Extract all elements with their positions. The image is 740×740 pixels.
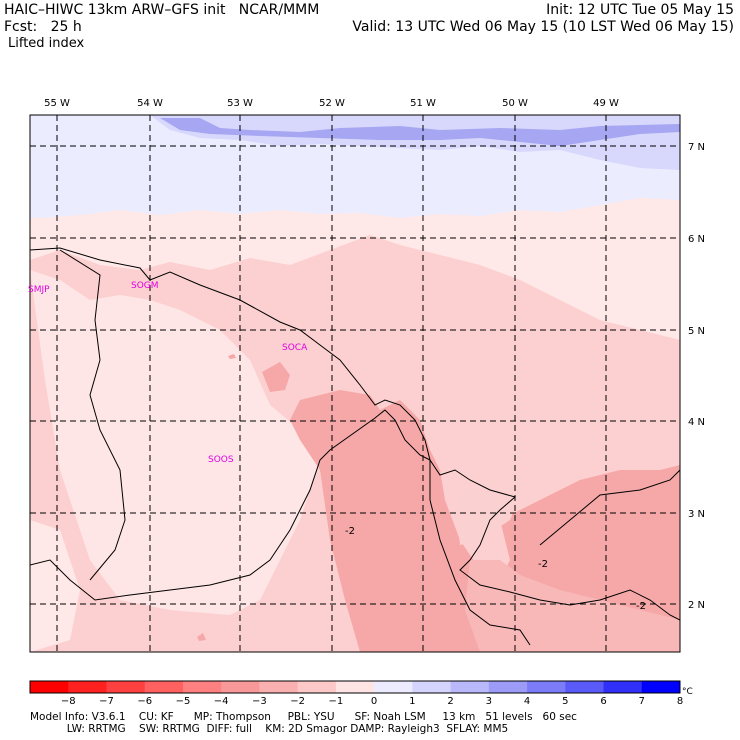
init-time: Init: 12 UTC Tue 05 May 15	[546, 2, 734, 18]
station-label-sogm: SOGM	[131, 281, 159, 291]
colorbar-unit: °C	[682, 687, 693, 697]
station-label-smjp: SMJP	[28, 285, 50, 295]
station-label-soca: SOCA	[282, 343, 308, 353]
colorbar-swatch	[68, 681, 107, 693]
model-title: HAIC–HIWC 13km ARW–GFS init NCAR/MMM	[4, 2, 320, 18]
contour-label: -2	[345, 526, 355, 537]
colorbar-swatch	[641, 681, 681, 693]
colorbar-swatch	[374, 681, 413, 693]
colorbar-tick-label: −3	[252, 696, 267, 707]
field-name: Lifted index	[8, 36, 85, 51]
colorbar-tick-label: −2	[290, 696, 305, 707]
lon-label: 49 W	[593, 98, 619, 109]
valid-time: Valid: 13 UTC Wed 06 May 15 (10 LST Wed …	[352, 19, 734, 35]
contour-label: -2	[636, 601, 646, 612]
lat-label: 3 N	[688, 509, 705, 520]
colorbar-tick-label: 0	[371, 696, 377, 707]
lat-label: 4 N	[688, 417, 705, 428]
colorbar-tick-label: 8	[677, 696, 683, 707]
colorbar-tick-label: −5	[176, 696, 191, 707]
colorbar-swatch	[565, 681, 605, 693]
colorbar-tick-label: 4	[524, 696, 530, 707]
lon-label: 51 W	[410, 98, 436, 109]
colorbar-swatch	[30, 681, 69, 693]
shaded-field	[30, 115, 680, 652]
colorbar-swatch	[488, 681, 528, 693]
lon-label: 54 W	[137, 98, 163, 109]
lon-label: 52 W	[319, 98, 345, 109]
colorbar-swatch	[450, 681, 490, 693]
colorbar-tick-label: 1	[409, 696, 415, 707]
colorbar-swatch	[259, 681, 299, 693]
colorbar-tick-label: −6	[137, 696, 152, 707]
lat-label: 2 N	[688, 600, 705, 611]
contour-label: -2	[538, 559, 548, 570]
lon-label: 55 W	[44, 98, 70, 109]
colorbar-swatch	[412, 681, 452, 693]
colorbar-tick-label: −7	[99, 696, 114, 707]
colorbar-swatch	[297, 681, 337, 693]
colorbar-swatch	[221, 681, 260, 693]
lat-label: 5 N	[688, 326, 705, 337]
map-frame	[29, 114, 681, 653]
colorbar-swatch	[335, 681, 375, 693]
station-label-soos: SOOS	[208, 455, 234, 465]
colorbar-tick-label: −1	[329, 696, 344, 707]
colorbar-swatch	[527, 681, 566, 693]
lat-label: 6 N	[688, 234, 705, 245]
lat-label: 7 N	[688, 142, 705, 153]
colorbar-swatch	[106, 681, 146, 693]
colorbar-tick-label: 3	[486, 696, 492, 707]
colorbar-tick-label: 5	[562, 696, 568, 707]
colorbar-swatch	[144, 681, 184, 693]
colorbar-swatch	[603, 681, 643, 693]
lon-label: 50 W	[502, 98, 528, 109]
colorbar-tick-label: −4	[214, 696, 229, 707]
colorbar-tick-label: 7	[639, 696, 645, 707]
forecast-hour: Fcst: 25 h	[4, 19, 82, 35]
colorbar-frame	[29, 680, 681, 694]
model-info-line-2: LW: RRTMG SW: RRTMG DIFF: full KM: 2D Sm…	[30, 723, 509, 735]
colorbar-tick-label: −8	[61, 696, 76, 707]
model-info-line-1: Model Info: V3.6.1 CU: KF MP: Thompson P…	[30, 711, 577, 723]
colorbar: −8 −7 −6 −5 −4 −3 −2 −1 0 1 2 3 4 5 6 7 8°C	[29, 680, 693, 707]
colorbar-tick-label: 2	[447, 696, 453, 707]
colorbar-tick-label: 6	[600, 696, 606, 707]
lon-label: 53 W	[227, 98, 253, 109]
colorbar-swatch	[182, 681, 222, 693]
